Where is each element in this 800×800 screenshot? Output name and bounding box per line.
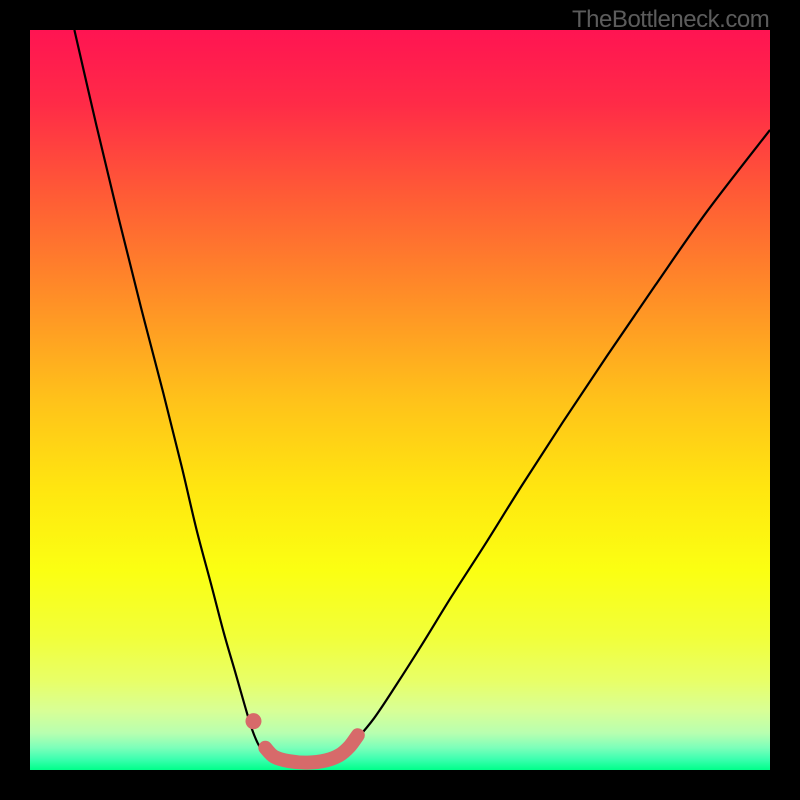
marker-dot [245, 713, 261, 729]
gradient-background [30, 30, 770, 770]
plot-area [30, 30, 770, 770]
chart-svg [30, 30, 770, 770]
watermark-label: TheBottleneck.com [572, 6, 769, 34]
